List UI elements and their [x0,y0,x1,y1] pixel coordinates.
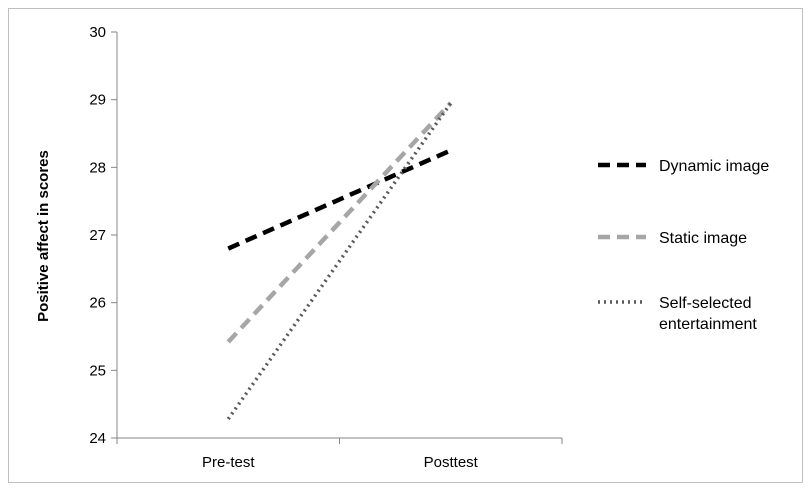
series-line-1 [226,101,453,344]
series-line-0 [227,148,452,251]
legend-label-line: Static image [659,230,747,247]
legend-item: Dynamic image [598,158,769,175]
x-tick-label: Pre-test [202,454,255,471]
x-tick-labels: Pre-test Posttest [202,454,479,471]
legend-label: Self-selected entertainment [659,295,757,333]
y-tick-label: 28 [89,159,106,176]
legend-item: Self-selected entertainment [598,295,757,333]
y-tick-label: 25 [89,362,106,379]
chart-frame [8,8,803,483]
axes [111,31,563,444]
legend-label: Dynamic image [659,158,769,175]
y-tick-label: 29 [89,92,106,109]
series-line-2 [226,102,453,421]
y-tick-label: 27 [89,227,106,244]
legend-item: Static image [598,230,747,247]
y-tick-labels: 24 25 26 27 28 29 30 [89,24,106,447]
legend-label-line: Self-selected [659,295,752,312]
y-tick-label: 26 [89,295,106,312]
x-tick-label: Posttest [424,454,479,471]
y-axis-label: Positive affect in scores [35,150,52,322]
y-tick-label: 30 [89,24,106,41]
legend: Dynamic image Static image Self-selected en… [598,158,769,333]
legend-label-line: entertainment [659,316,757,333]
legend-label-line: Dynamic image [659,158,769,175]
series-lines [226,101,453,421]
y-tick-label: 24 [89,430,106,447]
legend-label: Static image [659,230,747,247]
